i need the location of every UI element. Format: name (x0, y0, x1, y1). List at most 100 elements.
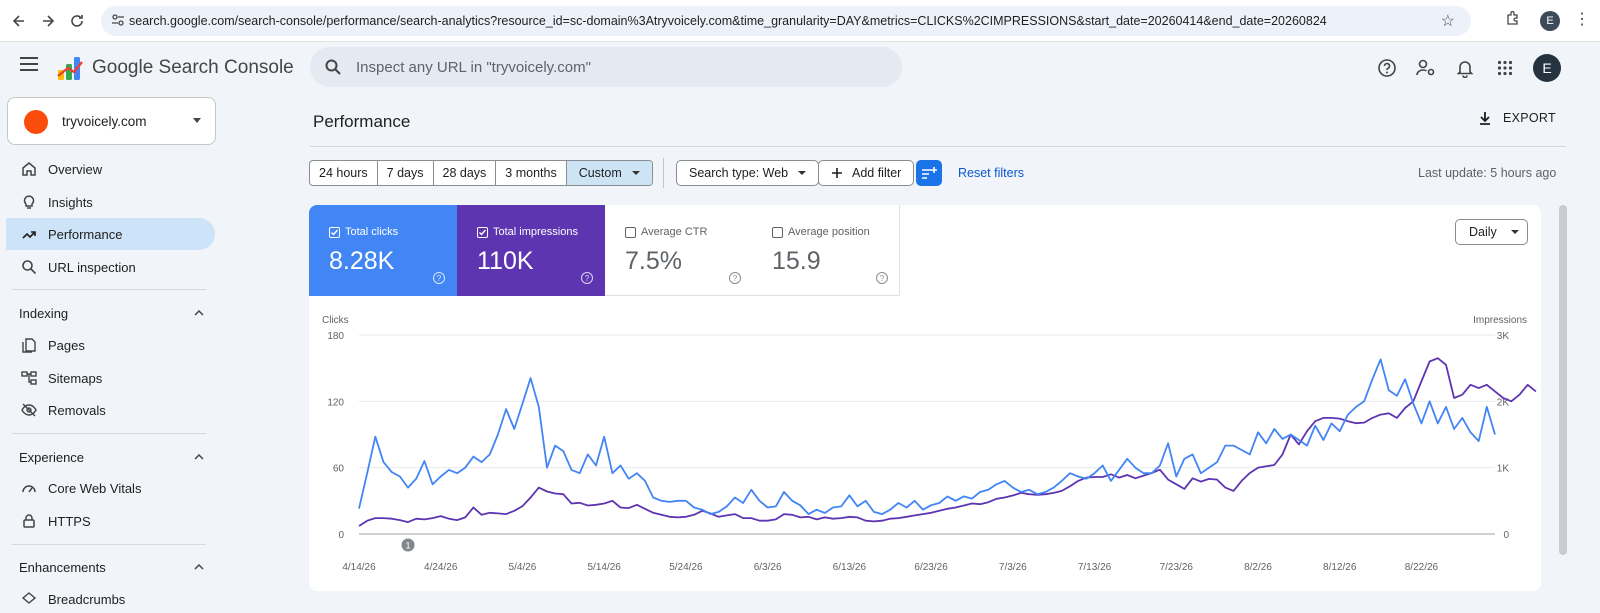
site-settings-icon[interactable] (111, 13, 125, 30)
search-type-label: Search type: Web (689, 166, 789, 180)
address-bar[interactable]: search.google.com/search-console/perform… (101, 6, 1471, 36)
checkbox-checked-icon[interactable] (477, 227, 488, 238)
chevron-up-icon[interactable] (194, 562, 204, 572)
app-title: Google Search Console (92, 57, 294, 78)
help-icon[interactable]: ? (433, 272, 445, 284)
sidebar-item-sitemaps[interactable]: Sitemaps (6, 362, 215, 394)
apps-grid-icon[interactable] (1494, 57, 1516, 79)
caret-down-icon (1510, 230, 1519, 234)
browser-menu-icon[interactable]: ⋮ (1574, 11, 1590, 28)
y-tick-label-right: 0 (1503, 530, 1509, 541)
x-tick-label: 8/12/26 (1323, 562, 1357, 573)
section-indexing[interactable]: Indexing (19, 306, 69, 321)
plus-icon (832, 168, 842, 178)
range-custom-label: Custom (578, 166, 622, 180)
sidebar-item-label: URL inspection (48, 260, 136, 275)
url-inspect-search[interactable]: Inspect any URL in "tryvoicely.com" (310, 47, 902, 87)
sidebar-item-label: Sitemaps (48, 371, 103, 386)
filter-settings-button[interactable] (916, 160, 942, 186)
add-filter-button[interactable]: Add filter (818, 160, 915, 186)
export-label: EXPORT (1503, 111, 1556, 125)
help-icon[interactable]: ? (876, 272, 888, 284)
search-type-dropdown[interactable]: Search type: Web (676, 160, 820, 186)
sidebar-item-insights[interactable]: Insights (6, 186, 215, 218)
search-placeholder[interactable]: Inspect any URL in "tryvoicely.com" (356, 59, 591, 76)
y-tick-label-left: 120 (327, 397, 344, 408)
sidebar-item-https[interactable]: HTTPS (6, 505, 215, 537)
metric-average-position[interactable]: Average position 15.9 ? (752, 205, 900, 296)
granularity-dropdown[interactable]: Daily (1455, 219, 1528, 245)
metric-label: Total clicks (345, 226, 399, 238)
y-tick-label-right: 1K (1497, 464, 1510, 475)
sidebar-item-overview[interactable]: Overview (6, 153, 215, 185)
browser-toolbar: search.google.com/search-console/perform… (0, 0, 1600, 42)
section-experience[interactable]: Experience (19, 450, 85, 465)
y-tick-label-left: 0 (338, 530, 344, 541)
sidebar-item-core-web-vitals[interactable]: Core Web Vitals (6, 472, 215, 504)
export-button[interactable]: EXPORT (1477, 110, 1556, 126)
metric-average-ctr[interactable]: Average CTR 7.5% ? (605, 205, 753, 296)
lock-icon (23, 514, 35, 528)
chevron-up-icon[interactable] (194, 452, 204, 462)
bookmark-star-icon[interactable]: ☆ (1440, 13, 1455, 30)
performance-line-chart[interactable]: 180 3K 120 2K 60 1K 0 0 Clicks Impressions 4/14/26… (309, 305, 1541, 585)
sidebar-item-pages[interactable]: Pages (6, 329, 215, 361)
speedometer-icon (22, 485, 36, 493)
browser-profile-avatar[interactable]: E (1540, 11, 1560, 31)
x-tick-label: 7/3/26 (999, 562, 1027, 573)
reset-filters-link[interactable]: Reset filters (958, 166, 1024, 180)
back-arrow-icon[interactable] (4, 6, 34, 36)
property-selector[interactable]: tryvoicely.com (7, 97, 216, 145)
manage-users-icon[interactable] (1415, 57, 1437, 79)
toolbar-separator (663, 158, 664, 188)
metric-label: Average CTR (641, 226, 708, 238)
metric-label: Average position (788, 226, 870, 238)
date-range-selector: 24 hours 7 days 28 days 3 months Custom (309, 160, 653, 186)
checkbox-checked-icon[interactable] (329, 227, 340, 238)
help-icon[interactable] (1376, 57, 1398, 79)
sidebar-item-breadcrumbs[interactable]: Breadcrumbs (6, 583, 215, 613)
help-icon[interactable]: ? (729, 272, 741, 284)
sidebar-item-removals[interactable]: Removals (6, 394, 215, 426)
metric-total-impressions[interactable]: Total impressions 110K ? (457, 205, 605, 296)
performance-chart-card: Total clicks 8.28K ? Total impressions 1… (309, 205, 1541, 591)
caret-down-icon (798, 171, 807, 175)
metric-value: 7.5% (625, 247, 682, 275)
forward-arrow-icon[interactable] (33, 6, 63, 36)
x-tick-label: 6/3/26 (754, 562, 782, 573)
sidebar-item-label: Pages (48, 338, 85, 353)
download-icon (1480, 112, 1490, 125)
page-scrollbar[interactable] (1559, 205, 1567, 555)
lightbulb-icon (23, 195, 35, 209)
metric-value: 8.28K (329, 247, 395, 275)
section-enhancements[interactable]: Enhancements (19, 560, 106, 575)
help-icon[interactable]: ? (581, 272, 593, 284)
user-avatar[interactable]: E (1533, 54, 1561, 82)
property-favicon (24, 110, 48, 134)
metric-value: 110K (477, 247, 534, 275)
reload-icon[interactable] (62, 6, 92, 36)
range-3-months[interactable]: 3 months (496, 161, 567, 185)
y-tick-label-left: 60 (333, 464, 345, 475)
sidebar-item-url-inspection[interactable]: URL inspection (6, 251, 215, 283)
x-tick-label: 5/14/26 (587, 562, 621, 573)
url-text[interactable]: search.google.com/search-console/perform… (129, 14, 1327, 28)
chevron-up-icon[interactable] (194, 308, 204, 318)
checkbox-unchecked-icon[interactable] (772, 227, 783, 238)
metric-value: 15.9 (772, 247, 821, 275)
y-axis-label-right: Impressions (1473, 315, 1527, 326)
sidebar-divider (12, 289, 206, 290)
metric-total-clicks[interactable]: Total clicks 8.28K ? (309, 205, 457, 296)
x-tick-label: 4/24/26 (424, 562, 458, 573)
range-custom[interactable]: Custom (566, 161, 652, 185)
range-24-hours[interactable]: 24 hours (310, 161, 378, 185)
sidebar-item-performance[interactable]: Performance (6, 218, 215, 250)
checkbox-unchecked-icon[interactable] (625, 227, 636, 238)
range-7-days[interactable]: 7 days (378, 161, 434, 185)
extensions-icon[interactable] (1505, 10, 1521, 31)
y-tick-label-right: 2K (1497, 397, 1510, 408)
header-divider (310, 146, 1566, 147)
menu-icon[interactable] (20, 57, 38, 71)
range-28-days[interactable]: 28 days (434, 161, 497, 185)
notifications-bell-icon[interactable] (1454, 57, 1476, 79)
